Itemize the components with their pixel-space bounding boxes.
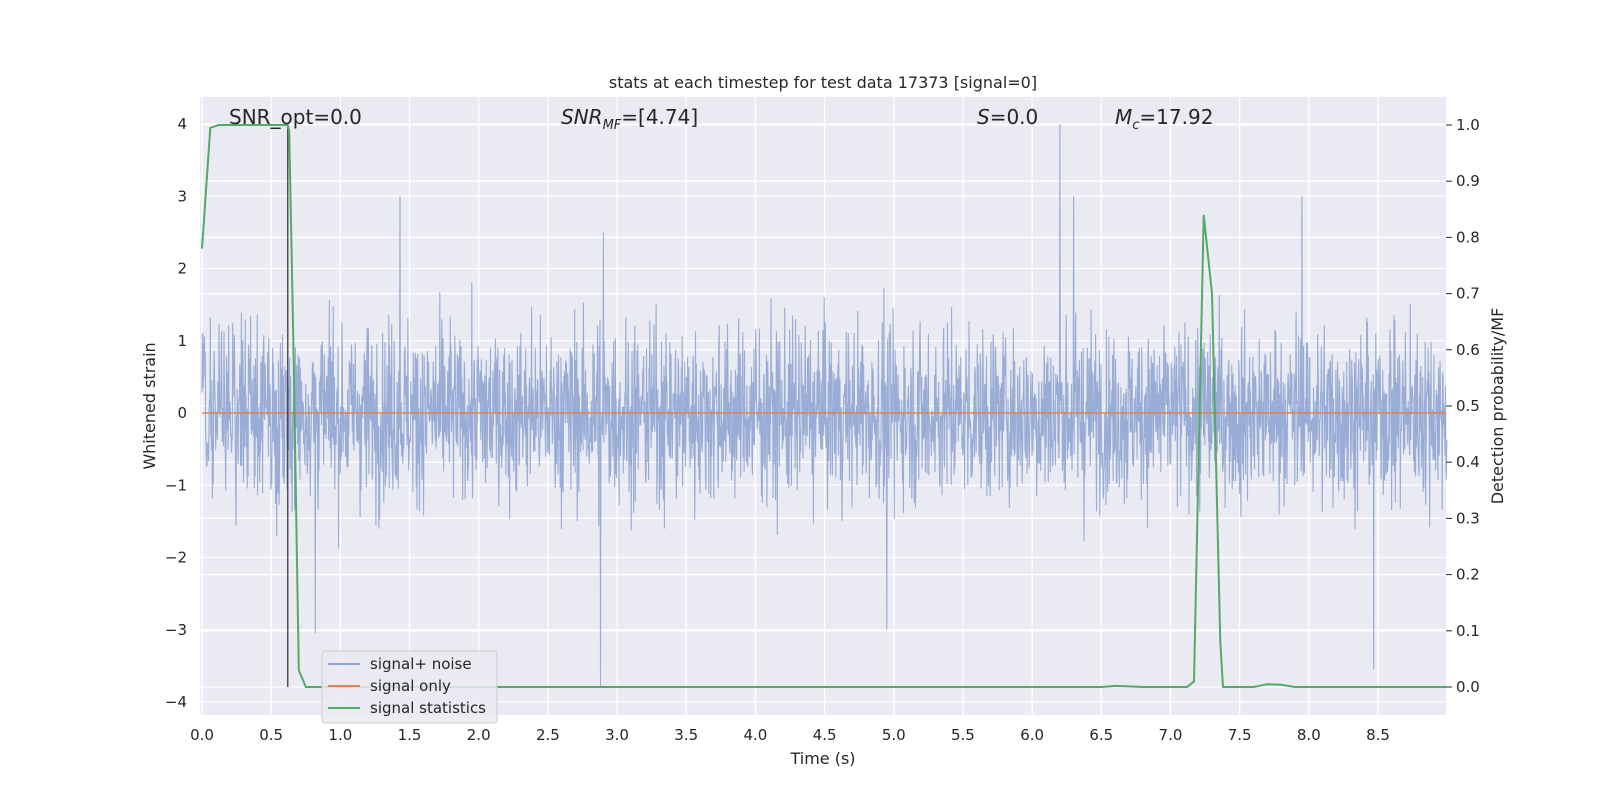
y-tick-label-left: −1 (165, 476, 187, 494)
y-tick-label-left: −2 (165, 549, 187, 567)
y-tick-label-left: −3 (165, 621, 187, 639)
x-tick-label: 5.0 (882, 726, 906, 744)
x-tick-label: 4.0 (743, 726, 767, 744)
snr-mf-annotation: SNRMF=[4.74] (561, 105, 698, 133)
s-annotation: S=0.0 (977, 105, 1038, 129)
legend-label-signal-only: signal only (370, 677, 451, 695)
mc-base: M (1115, 105, 1132, 129)
x-tick-label: 1.0 (328, 726, 352, 744)
snr-mf-sub: MF (603, 118, 622, 133)
y-tick-label-right: 0.2 (1456, 566, 1480, 584)
x-axis-label: Time (s) (789, 749, 855, 768)
y-tick-label-right: 0.3 (1456, 509, 1480, 527)
y-tick-label-right: 0.9 (1456, 172, 1480, 190)
x-tick-label: 5.5 (951, 726, 975, 744)
x-tick-label: 0.5 (259, 726, 283, 744)
y-tick-label-right: 1.0 (1456, 116, 1480, 134)
annotations: SNR_opt=0.0 SNRMF=[4.74] S=0.0 Mc=17.92 (229, 105, 1213, 133)
signal-noise-line (201, 123, 1448, 688)
x-tick-label: 4.5 (813, 726, 837, 744)
axis-ticks: 0.0 0.5 1.0 1.5 2.0 2.5 3.0 3.5 4.0 4.5 5.0 5.5 6.0 6… (165, 115, 1480, 744)
y-tick-label-left: 4 (177, 115, 187, 133)
x-tick-label: 2.5 (536, 726, 560, 744)
signal-statistics-line (201, 124, 1446, 688)
y-tick-label-right: 0.4 (1456, 453, 1480, 471)
y-tick-label-left: 2 (177, 260, 187, 278)
snr-opt-annotation: SNR_opt=0.0 (229, 105, 362, 129)
y-tick-label-left: 3 (177, 187, 187, 205)
x-tick-label: 6.0 (1020, 726, 1044, 744)
x-tick-label: 0.0 (190, 726, 214, 744)
y-tick-label-right: 0.6 (1456, 341, 1480, 359)
x-tick-label: 8.5 (1366, 726, 1390, 744)
x-tick-label: 7.5 (1228, 726, 1252, 744)
x-tick-label: 7.0 (1159, 726, 1183, 744)
y-axis-label-right: Detection probability/MF (1488, 308, 1507, 505)
legend-label-noise: signal+ noise (370, 655, 472, 673)
s-value: =0.0 (990, 105, 1039, 129)
y-tick-label-right: 0.0 (1456, 678, 1480, 696)
y-tick-label-left: 1 (177, 332, 187, 350)
x-tick-label: 1.5 (398, 726, 422, 744)
y-tick-label-left: −4 (165, 693, 187, 711)
x-tick-label: 6.5 (1089, 726, 1113, 744)
legend-label-statistics: signal statistics (370, 699, 486, 717)
mc-value: =17.92 (1139, 105, 1213, 129)
chart-title: stats at each timestep for test data 173… (609, 73, 1037, 92)
x-tick-label: 8.0 (1297, 726, 1321, 744)
mc-sub: c (1132, 118, 1139, 133)
x-tick-label: 3.5 (674, 726, 698, 744)
y-tick-label-right: 0.1 (1456, 622, 1480, 640)
y-tick-label-right: 0.7 (1456, 285, 1480, 303)
y-tick-label-left: 0 (177, 404, 187, 422)
snr-mf-value: =[4.74] (621, 105, 698, 129)
s-label: S (977, 105, 990, 129)
signal-statistics-series (201, 124, 1446, 688)
x-tick-label: 2.0 (467, 726, 491, 744)
snr-mf-base: SNR (561, 105, 603, 129)
y-tick-label-right: 0.5 (1456, 397, 1480, 415)
mc-annotation: Mc=17.92 (1115, 105, 1213, 133)
legend-box (321, 650, 498, 724)
y-tick-label-right: 0.8 (1456, 228, 1480, 246)
x-tick-label: 3.0 (605, 726, 629, 744)
noise-series (201, 123, 1448, 688)
legend: signal+ noise signal only signal statist… (321, 650, 498, 724)
y-axis-label-left: Whitened strain (140, 342, 159, 469)
